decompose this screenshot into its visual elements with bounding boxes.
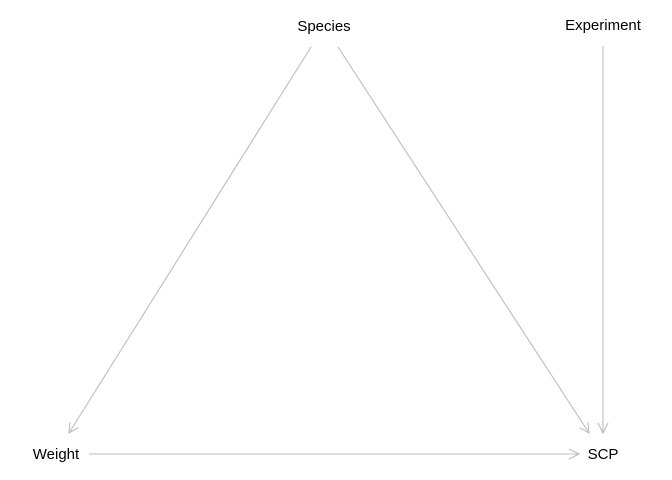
nodes-layer: Species Experiment Weight SCP [33,17,642,463]
edge-weight-to-scp [89,448,581,460]
node-scp-label: SCP [588,446,619,463]
edge-species-to-scp [337,46,590,435]
edge-experiment-to-scp [597,46,609,435]
node-species-label: Species [297,18,350,35]
node-experiment-label: Experiment [565,17,642,34]
edges-layer [68,46,609,460]
edge-species-to-weight [68,46,312,435]
node-weight-label: Weight [33,446,80,463]
